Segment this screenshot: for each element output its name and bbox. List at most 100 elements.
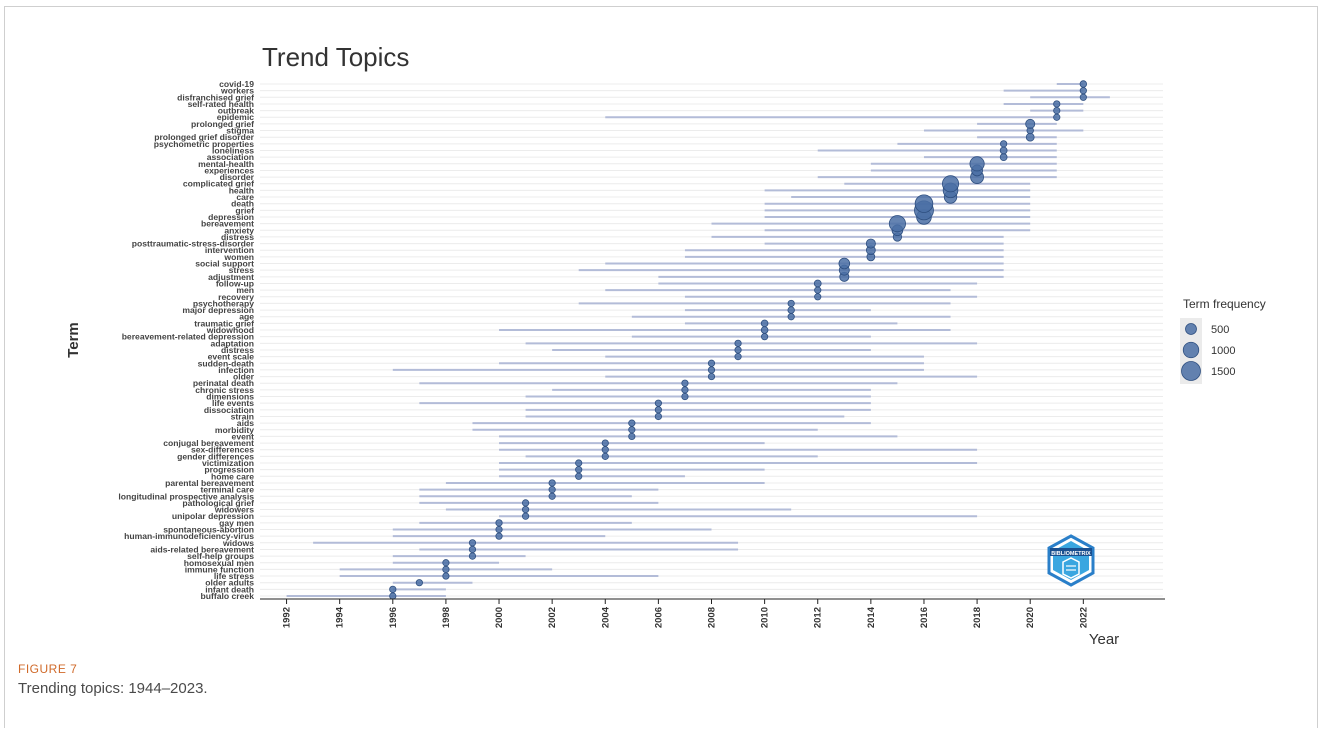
term-frequency-point [999, 153, 1008, 162]
term-frequency-point [681, 392, 689, 401]
x-tick-label: 1994 [335, 606, 346, 628]
legend-size-point [1185, 323, 1197, 335]
term-frequency-point [814, 286, 822, 294]
term-label: pathological grief [182, 498, 254, 508]
term-label: outbreak [218, 106, 255, 116]
term-label: distress [221, 232, 254, 242]
term-frequency-point [941, 175, 960, 193]
term-label: sex-differences [191, 445, 254, 455]
term-frequency-point [495, 532, 503, 540]
term-frequency-point [969, 156, 985, 172]
term-frequency-point [734, 353, 742, 361]
bibliometrix-logo: BIBLIOMETRIX [1047, 534, 1095, 587]
term-frequency-point [628, 419, 636, 427]
term-label: age [239, 312, 254, 322]
term-label: immune function [185, 564, 254, 574]
term-label: association [207, 152, 254, 162]
term-label: anxiety [224, 225, 254, 235]
term-label: aids-related bereavement [150, 544, 254, 554]
term-label: health [229, 185, 254, 195]
term-frequency-point [1000, 140, 1008, 148]
term-frequency-point [787, 299, 795, 308]
term-frequency-point [548, 486, 556, 494]
term-label: psychotherapy [193, 298, 254, 308]
term-label: complicated grief [183, 179, 254, 189]
term-label: conjugal bereavement [163, 438, 254, 448]
term-label: bereavement-related depression [122, 332, 254, 342]
term-frequency-point [1053, 113, 1061, 121]
term-label: life events [212, 398, 254, 408]
term-frequency-point [389, 585, 397, 593]
x-tick-label: 2012 [813, 607, 824, 628]
term-frequency-point [1079, 87, 1087, 95]
term-frequency-point [734, 339, 742, 347]
term-label: longitudinal prospective analysis [118, 491, 254, 501]
term-label: distress [221, 345, 254, 355]
term-label: gender differences [177, 451, 254, 461]
term-frequency-point [468, 545, 477, 554]
segment-layer [286, 83, 1110, 597]
x-tick-label: 1996 [388, 607, 399, 628]
term-frequency-point [601, 452, 609, 460]
term-frequency-point [654, 399, 662, 407]
term-label: older adults [205, 578, 254, 588]
term-frequency-point [521, 505, 530, 514]
term-label: disfranchised grief [177, 92, 254, 102]
chart-title: Trend Topics [262, 42, 409, 72]
term-label: death [231, 199, 254, 209]
term-label: chronic stress [195, 385, 254, 395]
legend-entry-label: 1500 [1211, 366, 1235, 378]
x-tick-label: 2010 [760, 607, 771, 628]
term-frequency-point [575, 466, 583, 474]
term-frequency-point [521, 499, 530, 507]
term-label: prolonged grief [191, 119, 254, 129]
term-label: infection [218, 365, 254, 375]
term-frequency-point [654, 406, 662, 414]
term-frequency-point [681, 386, 689, 394]
term-label: unipolar depression [172, 511, 254, 521]
x-tick-label: 2008 [707, 607, 718, 628]
term-frequency-point [548, 479, 556, 487]
x-axis-title: Year [1089, 631, 1119, 648]
term-label: morbidity [215, 425, 254, 435]
term-frequency-point [707, 359, 716, 367]
term-frequency-point [548, 492, 556, 500]
term-label: follow-up [216, 278, 254, 288]
term-label: gay men [219, 518, 254, 528]
term-frequency-point [442, 572, 450, 580]
term-frequency-point [734, 346, 742, 354]
term-label: parental bereavement [165, 478, 254, 488]
term-label: event [232, 431, 255, 441]
term-label: homosexual men [184, 558, 254, 568]
term-label: disorder [220, 172, 255, 182]
x-tick-label: 2018 [972, 607, 983, 628]
x-tick-label: 1998 [441, 607, 452, 628]
term-frequency-point [1079, 80, 1088, 88]
x-tick-label: 2014 [866, 606, 877, 628]
term-label: workers [220, 86, 254, 96]
term-frequency-point [760, 326, 769, 334]
term-label: dissociation [204, 405, 254, 415]
term-frequency-point [442, 565, 450, 574]
term-frequency-point [601, 446, 609, 454]
term-frequency-point [495, 525, 503, 534]
term-label: loneliness [212, 145, 254, 155]
term-label: terminal care [200, 485, 254, 495]
figure-label: FIGURE 7 [18, 662, 78, 676]
x-tick-label: 2020 [1025, 607, 1036, 628]
term-frequency-point [1053, 106, 1061, 115]
term-frequency-point [468, 539, 477, 547]
term-label: strain [231, 411, 254, 421]
figure-frame [4, 6, 1318, 728]
term-label: perinatal death [193, 378, 254, 388]
legend-title: Term frequency [1183, 297, 1266, 311]
term-label: men [236, 285, 254, 295]
term-frequency-point [521, 512, 530, 520]
term-frequency-point [601, 439, 609, 447]
term-label: progression [204, 465, 254, 475]
term-frequency-point [838, 257, 851, 270]
term-frequency-point [813, 279, 822, 288]
term-frequency-point [681, 379, 689, 387]
x-tick-label: 1992 [282, 607, 293, 628]
term-frequency-point [1079, 93, 1087, 101]
